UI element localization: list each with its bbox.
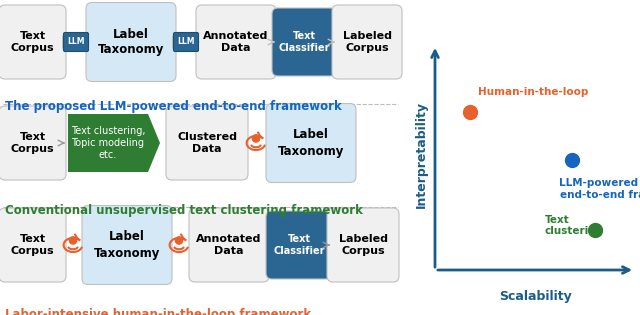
Text: Text
Corpus: Text Corpus xyxy=(11,234,54,256)
Text: Text clustering,
Topic modeling
etc.: Text clustering, Topic modeling etc. xyxy=(71,126,145,160)
Point xyxy=(566,158,577,163)
FancyBboxPatch shape xyxy=(272,8,336,76)
Text: LLM: LLM xyxy=(67,37,84,47)
FancyBboxPatch shape xyxy=(327,208,399,282)
FancyBboxPatch shape xyxy=(266,211,332,279)
Text: Labeled
Corpus: Labeled Corpus xyxy=(342,31,392,53)
Text: LLM: LLM xyxy=(177,37,195,47)
FancyBboxPatch shape xyxy=(0,106,66,180)
Text: Label
Taxonomy: Label Taxonomy xyxy=(278,129,344,158)
Circle shape xyxy=(69,237,77,244)
Text: Interpretability: Interpretability xyxy=(415,101,428,209)
FancyBboxPatch shape xyxy=(0,208,66,282)
Text: Labor-intensive human-in-the-loop framework: Labor-intensive human-in-the-loop framew… xyxy=(5,308,311,315)
Text: Labeled
Corpus: Labeled Corpus xyxy=(339,234,387,256)
Text: LLM-powered
end-to-end framework: LLM-powered end-to-end framework xyxy=(559,178,640,200)
Text: The proposed LLM-powered end-to-end framework: The proposed LLM-powered end-to-end fram… xyxy=(5,100,342,113)
FancyBboxPatch shape xyxy=(82,205,172,284)
FancyBboxPatch shape xyxy=(173,32,198,51)
Point xyxy=(590,228,600,233)
FancyBboxPatch shape xyxy=(0,5,66,79)
Text: Human-in-the-loop: Human-in-the-loop xyxy=(478,87,588,97)
FancyBboxPatch shape xyxy=(332,5,402,79)
FancyBboxPatch shape xyxy=(86,3,176,82)
Polygon shape xyxy=(68,114,160,172)
Text: Annotated
Data: Annotated Data xyxy=(204,31,269,53)
Text: Text
Corpus: Text Corpus xyxy=(11,132,54,154)
Text: Label
Taxonomy: Label Taxonomy xyxy=(94,231,160,260)
FancyBboxPatch shape xyxy=(196,5,276,79)
Text: Label
Taxonomy: Label Taxonomy xyxy=(98,27,164,56)
Text: Annotated
Data: Annotated Data xyxy=(196,234,262,256)
FancyBboxPatch shape xyxy=(189,208,269,282)
Text: Text
clustering: Text clustering xyxy=(545,215,604,236)
Text: Conventional unsupervised text clustering framework: Conventional unsupervised text clusterin… xyxy=(5,204,363,217)
FancyBboxPatch shape xyxy=(63,32,88,51)
Polygon shape xyxy=(172,36,200,49)
Point xyxy=(465,109,476,114)
Text: Text
Classifier: Text Classifier xyxy=(278,31,330,53)
Circle shape xyxy=(175,237,182,244)
FancyBboxPatch shape xyxy=(266,104,356,182)
Text: Clustered
Data: Clustered Data xyxy=(177,132,237,154)
FancyBboxPatch shape xyxy=(166,106,248,180)
Polygon shape xyxy=(62,36,90,49)
Text: Scalability: Scalability xyxy=(499,290,572,303)
Text: Text
Corpus: Text Corpus xyxy=(11,31,54,53)
Circle shape xyxy=(252,135,260,142)
Text: Text
Classifier: Text Classifier xyxy=(273,234,324,256)
